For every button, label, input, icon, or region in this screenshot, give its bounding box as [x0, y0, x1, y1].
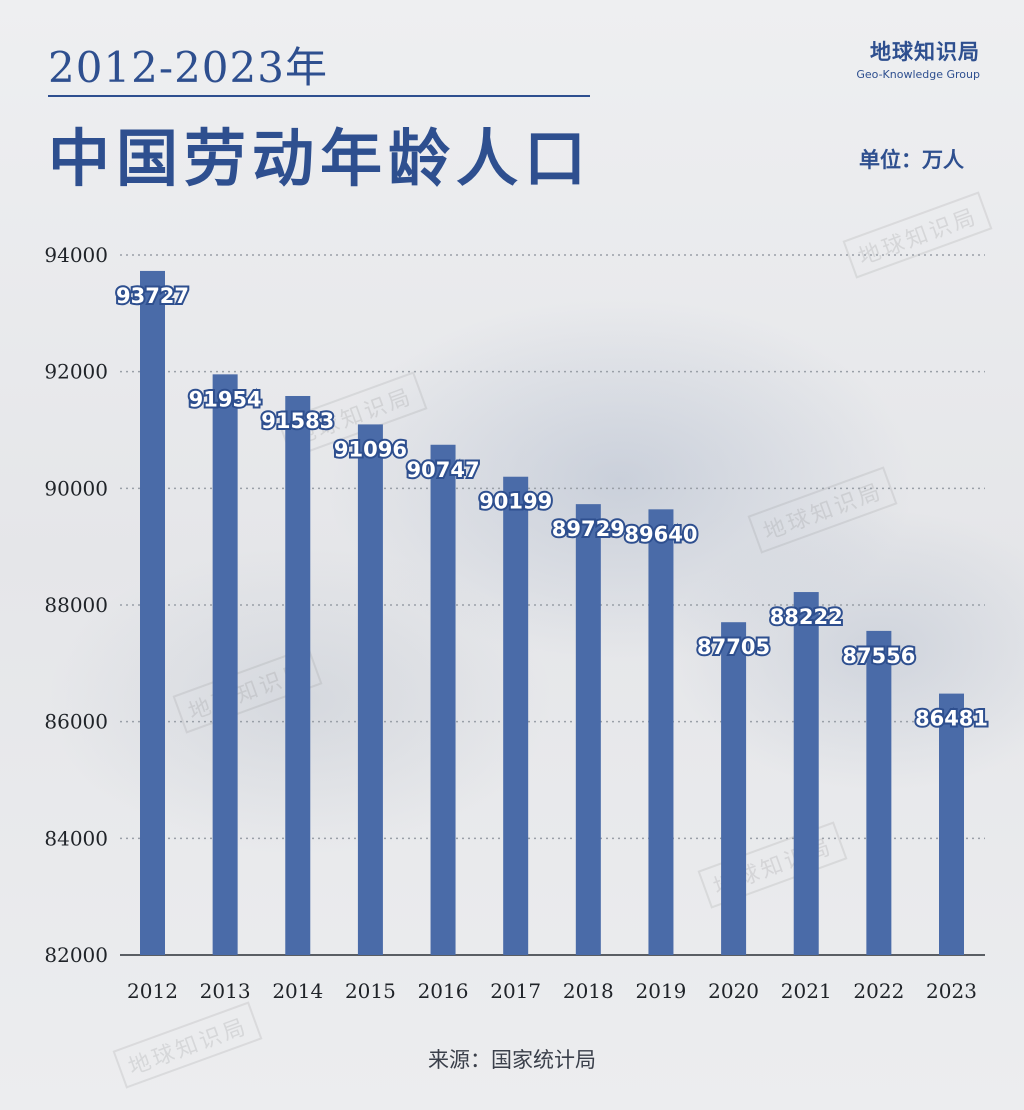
data-label: 91096 — [334, 437, 407, 461]
x-tick-label: 2013 — [200, 979, 251, 1003]
x-tick-label: 2017 — [490, 979, 541, 1003]
y-axis-ticks: 82000 84000 86000 88000 90000 92000 94000 — [44, 243, 108, 967]
brand-english-name: Geo-Knowledge Group — [856, 68, 980, 81]
data-label: 93727 — [116, 284, 189, 308]
bar-2023 — [939, 693, 964, 955]
brand-name: 地球知识局 — [870, 39, 980, 64]
y-tick-label: 94000 — [44, 243, 108, 267]
x-tick-label: 2012 — [127, 979, 178, 1003]
data-label: 87556 — [842, 644, 915, 668]
y-tick-label: 88000 — [44, 593, 108, 617]
x-axis-ticks: 2012 2013 2014 2015 2016 2017 2018 2019 2020 2021… — [127, 979, 977, 1003]
y-tick-label: 82000 — [44, 943, 108, 967]
data-label: 90747 — [407, 458, 480, 482]
title-divider — [48, 95, 590, 97]
x-tick-label: 2021 — [781, 979, 832, 1003]
data-label: 86481 — [915, 707, 988, 731]
page-title: 中国劳动年龄人口 — [48, 122, 593, 195]
data-label: 88222 — [770, 605, 843, 629]
bar-2016 — [430, 444, 456, 955]
data-label: 89640 — [624, 522, 697, 546]
x-tick-label: 2020 — [708, 979, 759, 1003]
x-tick-label: 2022 — [853, 979, 904, 1003]
data-label: 87705 — [697, 635, 770, 659]
bar-2013 — [212, 374, 238, 956]
x-tick-label: 2015 — [345, 979, 396, 1003]
bar-2020 — [721, 622, 747, 955]
bar-2022 — [866, 630, 892, 955]
bars — [140, 270, 964, 956]
bar-2012 — [140, 270, 165, 955]
data-label: 91954 — [189, 387, 262, 411]
data-label: 90199 — [479, 490, 552, 514]
x-tick-label: 2023 — [926, 979, 977, 1003]
grid-lines — [120, 254, 985, 956]
y-tick-label: 86000 — [44, 710, 108, 734]
bar-2017 — [503, 476, 529, 955]
bar-2018 — [575, 504, 601, 955]
y-tick-label: 90000 — [44, 476, 108, 500]
x-tick-label: 2018 — [563, 979, 614, 1003]
data-label: 89729 — [552, 517, 625, 541]
y-tick-label: 84000 — [44, 826, 108, 850]
brand-logo: 地球知识局 Geo-Knowledge Group — [856, 36, 980, 81]
y-tick-label: 92000 — [44, 360, 108, 384]
bar-2019 — [648, 509, 674, 955]
bar-2021 — [793, 592, 819, 955]
x-tick-label: 2014 — [272, 979, 323, 1003]
bar-2014 — [285, 395, 311, 955]
data-label: 91583 — [261, 409, 334, 433]
unit-label: 单位：万人 — [859, 147, 964, 172]
x-tick-label: 2019 — [636, 979, 687, 1003]
title-year-range: 2012-2023年 — [48, 43, 328, 92]
x-tick-label: 2016 — [418, 979, 469, 1003]
bar-2015 — [357, 424, 383, 955]
source-note: 来源：国家统计局 — [428, 1048, 596, 1072]
